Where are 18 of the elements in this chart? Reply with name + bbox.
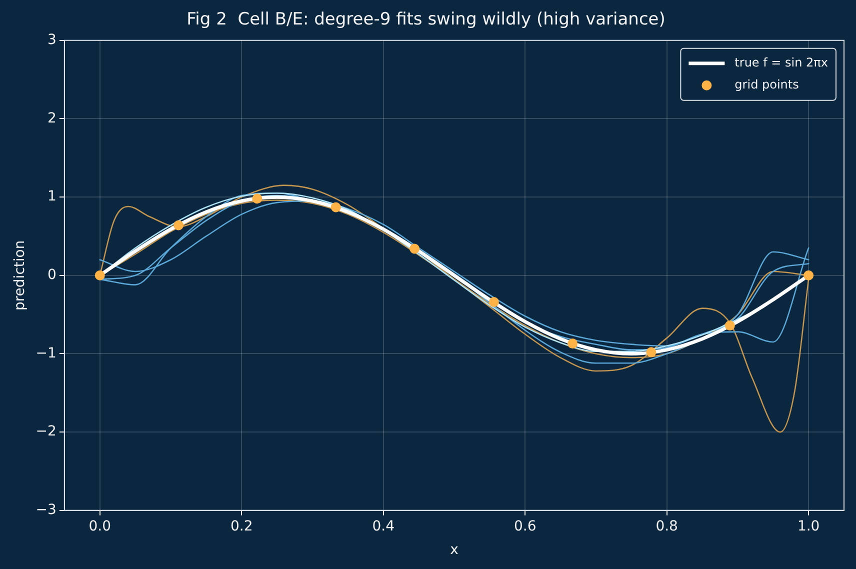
legend-label: grid points <box>734 78 799 92</box>
x-tick-label: 1.0 <box>797 518 820 534</box>
x-tick-label: 0.4 <box>372 518 395 534</box>
x-tick-label: 0.0 <box>88 518 112 534</box>
y-tick-label: 3 <box>48 32 56 48</box>
legend-label: true f = sin 2πx <box>734 56 828 70</box>
y-tick-label: −1 <box>36 345 56 362</box>
x-tick-label: 0.6 <box>514 518 536 534</box>
y-tick-label: −2 <box>36 424 56 440</box>
y-axis-title: prediction <box>12 240 28 311</box>
y-tick-label: −3 <box>36 502 56 518</box>
chart-title: Fig 2 Cell B/E: degree-9 fits swing wildly (high variance) <box>186 10 666 30</box>
x-axis-title: x <box>450 542 458 558</box>
y-tick-label: 1 <box>48 188 56 205</box>
x-tick-label: 0.2 <box>230 518 253 534</box>
y-tick-label: 2 <box>48 110 56 126</box>
y-tick-label: 0 <box>48 267 56 284</box>
x-tick-label: 0.8 <box>656 518 678 534</box>
